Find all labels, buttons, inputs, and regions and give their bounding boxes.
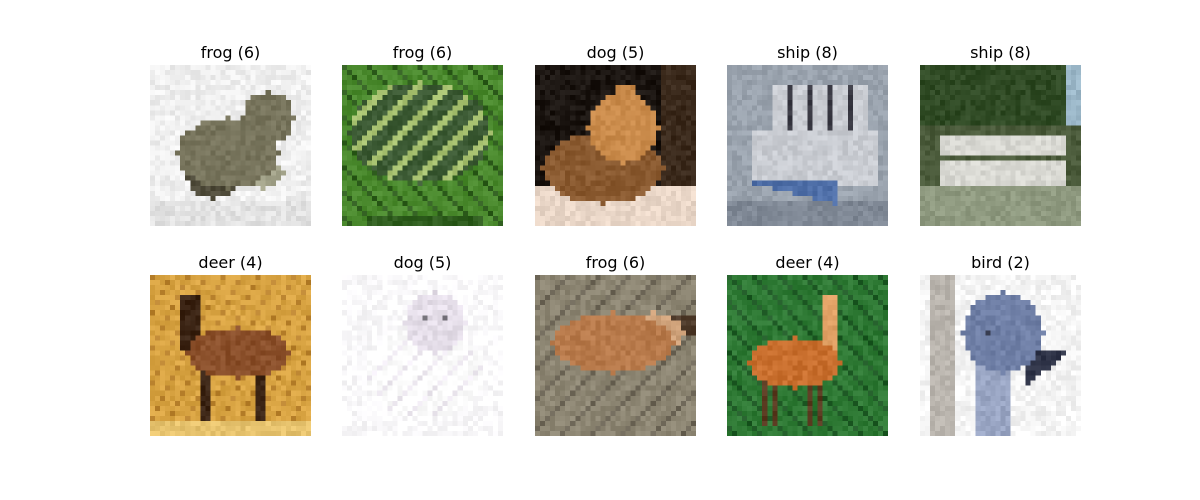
panel-image — [342, 65, 503, 226]
panel-image — [920, 275, 1081, 436]
panel-title: frog (6) — [392, 43, 453, 62]
panel-image — [342, 275, 503, 436]
panel-title: deer (4) — [198, 253, 263, 272]
frog-photo — [150, 65, 311, 226]
frog-photo — [535, 275, 696, 436]
panel-title: ship (8) — [970, 43, 1031, 62]
panel-title: bird (2) — [971, 253, 1030, 272]
panel-image — [727, 65, 888, 226]
panel-image — [150, 275, 311, 436]
panel-title: frog (6) — [200, 43, 261, 62]
dog-photo — [342, 275, 503, 436]
panel-title: ship (8) — [777, 43, 838, 62]
panel-image — [727, 275, 888, 436]
deer-photo — [727, 275, 888, 436]
ship-photo — [920, 65, 1081, 226]
panel-image — [535, 275, 696, 436]
panel-title: frog (6) — [585, 253, 646, 272]
panel-title: deer (4) — [775, 253, 840, 272]
bird-photo — [920, 275, 1081, 436]
panel-image — [150, 65, 311, 226]
panel-image — [535, 65, 696, 226]
dog-photo — [535, 65, 696, 226]
panel-image — [920, 65, 1081, 226]
panel-title: dog (5) — [393, 253, 452, 272]
panel-title: dog (5) — [586, 43, 645, 62]
frog-photo — [342, 65, 503, 226]
deer-photo — [150, 275, 311, 436]
ship-photo — [727, 65, 888, 226]
